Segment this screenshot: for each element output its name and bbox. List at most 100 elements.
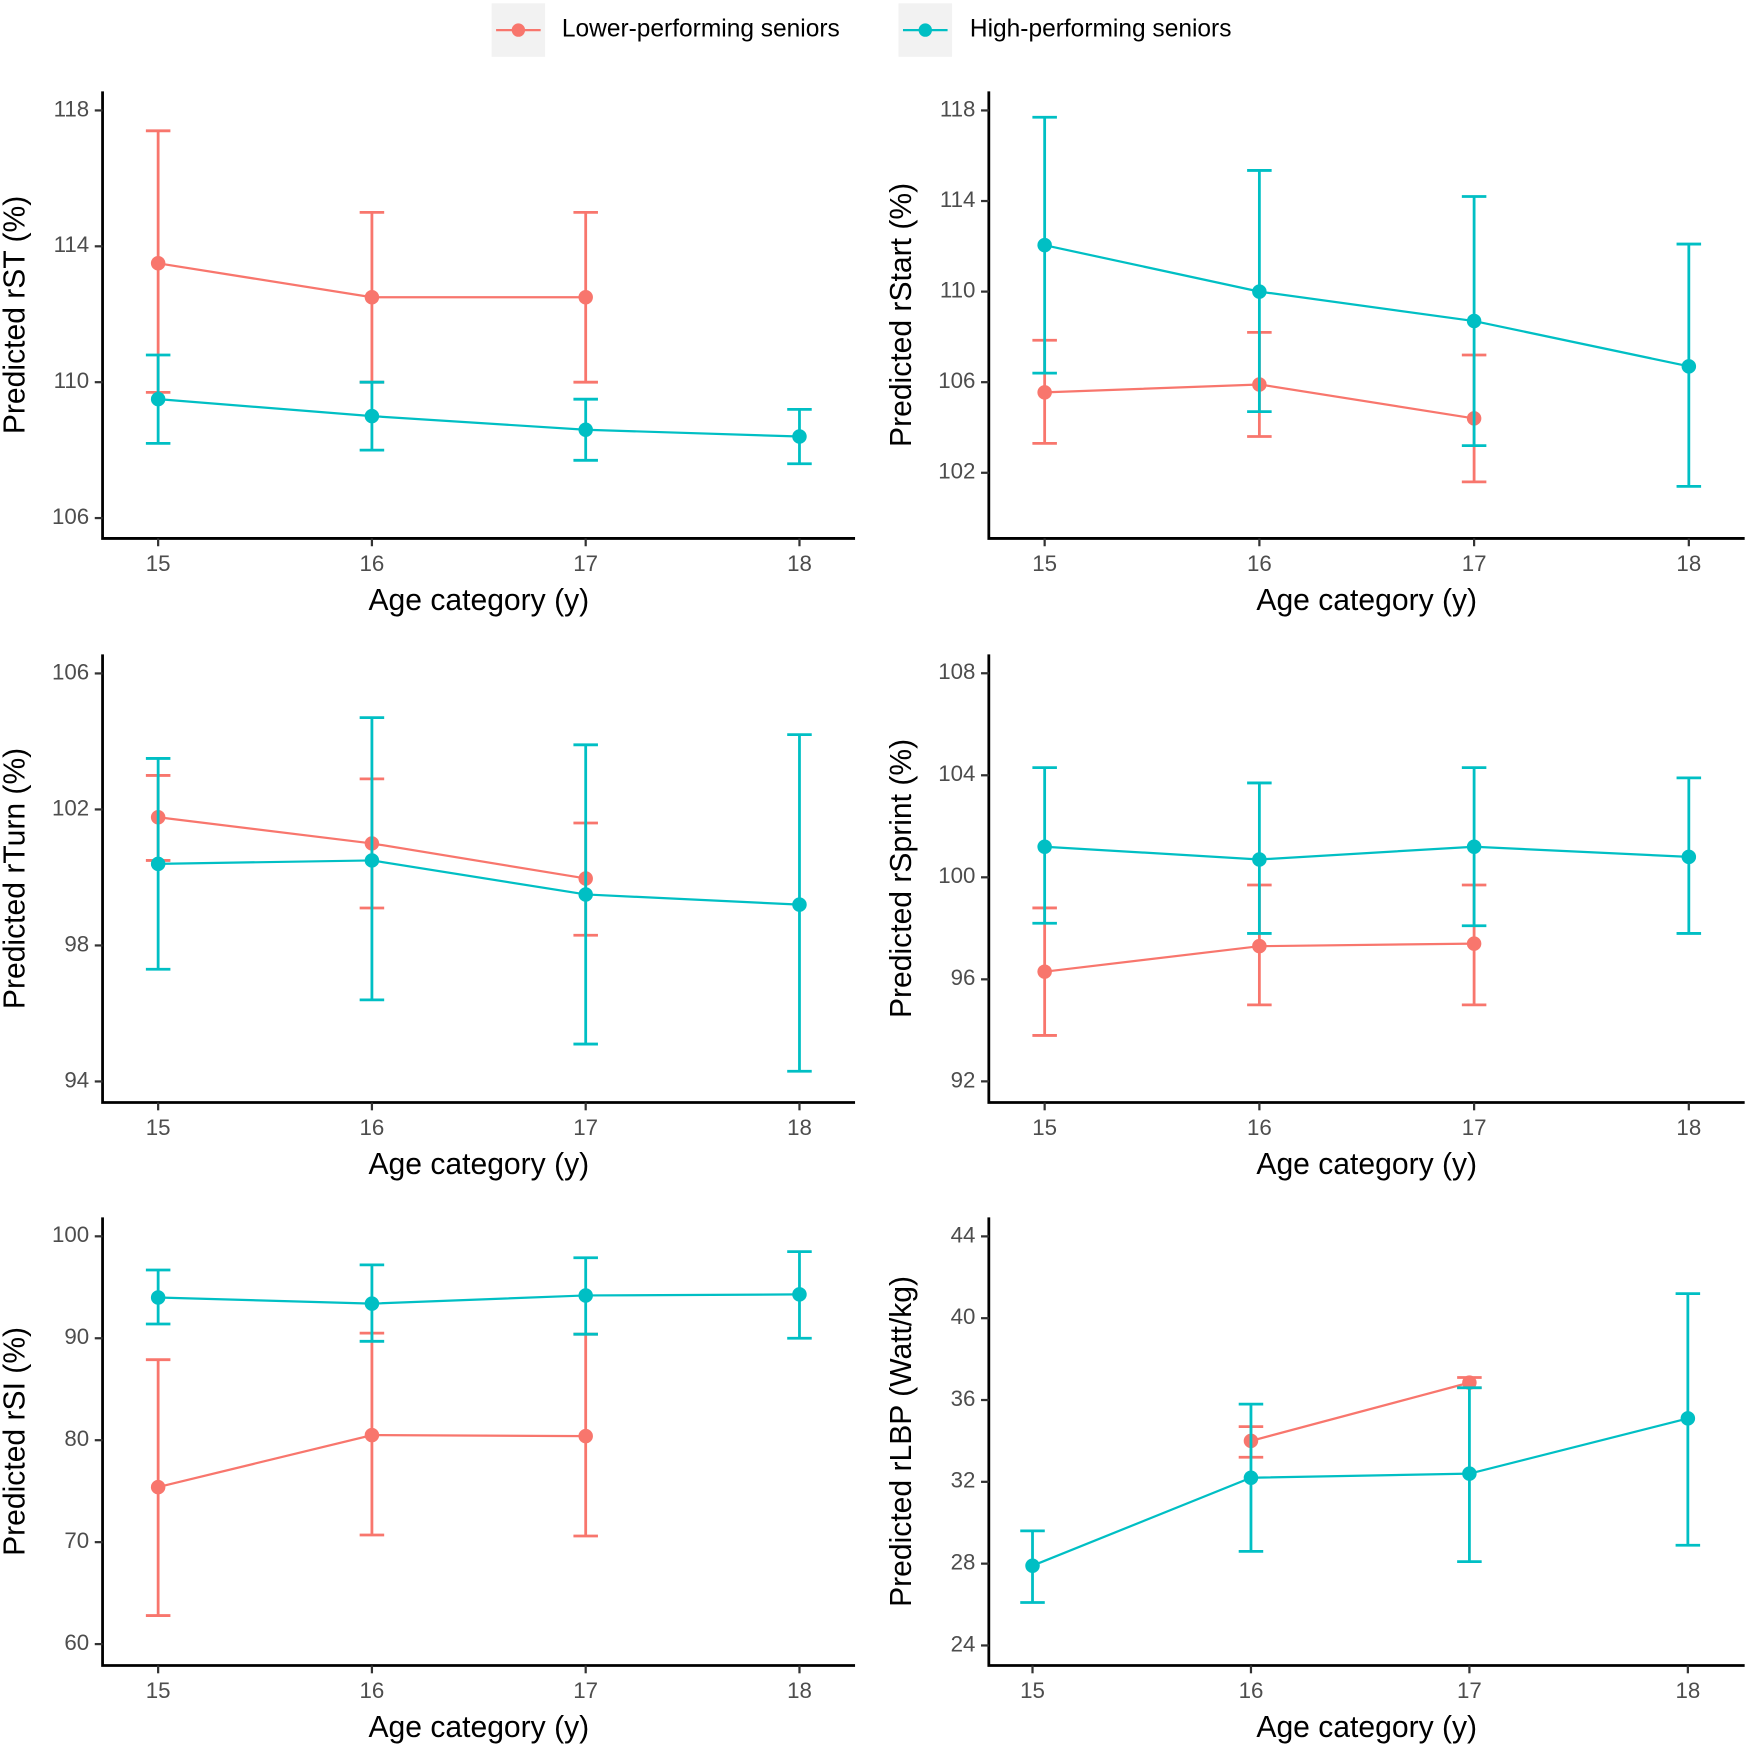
panel: 94 98 102 106 15 16 17 18 Age category (y) Predic…: [0, 654, 856, 1181]
x-tick-label: 15: [146, 1678, 171, 1703]
series-line: [1044, 244, 1690, 368]
point: [1252, 852, 1267, 867]
x-tick-label: 18: [787, 1678, 812, 1703]
x-tick-label: 17: [573, 551, 598, 576]
y-tick-label: 90: [64, 1324, 89, 1349]
x-tick-label: 15: [146, 1115, 171, 1140]
y-tick-label: 40: [951, 1304, 976, 1329]
axis-line: [101, 91, 856, 540]
axis-line: [101, 1217, 856, 1667]
series-line: [158, 398, 800, 438]
point: [364, 1296, 380, 1311]
panel: 102 106 110 114 118 15 16 17 18 Age category (y) P…: [885, 91, 1745, 617]
y-axis-title: Predicted rSprint (%): [885, 739, 918, 1018]
series-line: [1032, 1417, 1689, 1567]
point: [1462, 1466, 1477, 1481]
point: [1466, 839, 1482, 854]
x-tick-label: 18: [1676, 551, 1701, 576]
x-tick-label: 18: [787, 1115, 812, 1140]
y-tick-label: 114: [940, 187, 976, 212]
y-tick-label: 44: [951, 1222, 976, 1247]
x-axis-title: Age category (y): [368, 584, 589, 617]
x-axis-title: Age category (y): [368, 1148, 589, 1181]
point: [1243, 1470, 1259, 1485]
series-line: [1044, 845, 1689, 861]
point: [1462, 1375, 1477, 1390]
x-tick-label: 17: [1457, 1678, 1482, 1703]
y-tick-label: 108: [938, 659, 975, 684]
panel: 92 96 100 104 108 15 16 17 18 Age category (y) Pre…: [885, 654, 1745, 1181]
point: [150, 1290, 166, 1305]
x-tick-label: 15: [1020, 1678, 1045, 1703]
y-axis-title: Predicted rTurn (%): [0, 748, 32, 1009]
point: [792, 897, 807, 912]
axis-line: [987, 91, 1745, 540]
x-tick-label: 15: [146, 551, 171, 576]
point: [1681, 849, 1697, 865]
y-tick-label: 100: [52, 1222, 89, 1247]
x-axis-title: Age category (y): [1256, 584, 1477, 617]
point: [1252, 284, 1267, 299]
point: [578, 290, 593, 305]
y-tick-label: 106: [938, 368, 975, 393]
point: [1681, 359, 1697, 374]
series-line: [158, 1293, 800, 1305]
x-tick-label: 18: [1676, 1115, 1701, 1140]
series-line: [1250, 1381, 1470, 1442]
y-tick-label: 24: [951, 1631, 976, 1656]
x-tick-label: 16: [360, 1115, 385, 1140]
series-line: [158, 859, 800, 906]
x-tick-label: 16: [1247, 1115, 1272, 1140]
y-tick-label: 106: [52, 504, 89, 529]
x-tick-label: 16: [1239, 1678, 1264, 1703]
y-tick-label: 98: [64, 931, 89, 956]
point: [1037, 385, 1052, 400]
y-tick-label: 104: [938, 761, 975, 786]
axis-line: [987, 654, 1745, 1104]
y-tick-label: 32: [951, 1468, 976, 1493]
y-tick-label: 70: [64, 1528, 89, 1553]
x-axis-title: Age category (y): [368, 1711, 589, 1744]
point: [1252, 938, 1267, 954]
point: [578, 422, 593, 437]
y-tick-label: 92: [951, 1067, 976, 1092]
point: [150, 256, 166, 271]
x-tick-label: 17: [1462, 551, 1487, 576]
x-axis-title: Age category (y): [1256, 1148, 1477, 1181]
point: [578, 1288, 593, 1303]
point: [364, 408, 380, 424]
y-tick-label: 100: [938, 863, 975, 888]
point: [150, 391, 166, 407]
y-tick-label: 110: [54, 368, 90, 393]
point: [578, 887, 593, 902]
x-tick-label: 16: [1247, 551, 1272, 576]
y-tick-label: 102: [938, 459, 975, 484]
point: [1037, 964, 1052, 979]
y-tick-label: 102: [52, 795, 89, 820]
y-tick-label: 118: [940, 96, 976, 121]
y-tick-label: 106: [52, 659, 89, 684]
y-tick-label: 60: [64, 1630, 89, 1655]
point: [150, 856, 166, 872]
point: [1037, 237, 1052, 253]
panel: 60 70 80 90 100 15 16 17 18 Age category (y) Predi…: [0, 1217, 856, 1744]
x-tick-label: 15: [1032, 551, 1057, 576]
legend-marker: [918, 23, 932, 37]
x-tick-label: 15: [1032, 1115, 1057, 1140]
x-tick-label: 16: [360, 551, 385, 576]
point: [364, 290, 380, 305]
y-axis-title: Predicted rST (%): [0, 196, 32, 434]
axis-line: [101, 654, 856, 1104]
panel: 106 110 114 118 15 16 17 18 Age category (y) Pred…: [0, 91, 856, 617]
y-tick-label: 28: [951, 1550, 976, 1575]
y-axis-title: Predicted rSI (%): [0, 1327, 32, 1556]
panel: 24 28 32 36 40 44 15 16 17 18 Age category (y) Pred…: [885, 1217, 1745, 1744]
x-tick-label: 17: [1462, 1115, 1487, 1140]
point: [150, 1479, 166, 1495]
y-tick-label: 118: [54, 96, 90, 121]
x-tick-label: 17: [573, 1678, 598, 1703]
x-tick-label: 18: [787, 551, 812, 576]
legend-label: High-performing seniors: [970, 16, 1232, 43]
point: [1680, 1411, 1696, 1426]
